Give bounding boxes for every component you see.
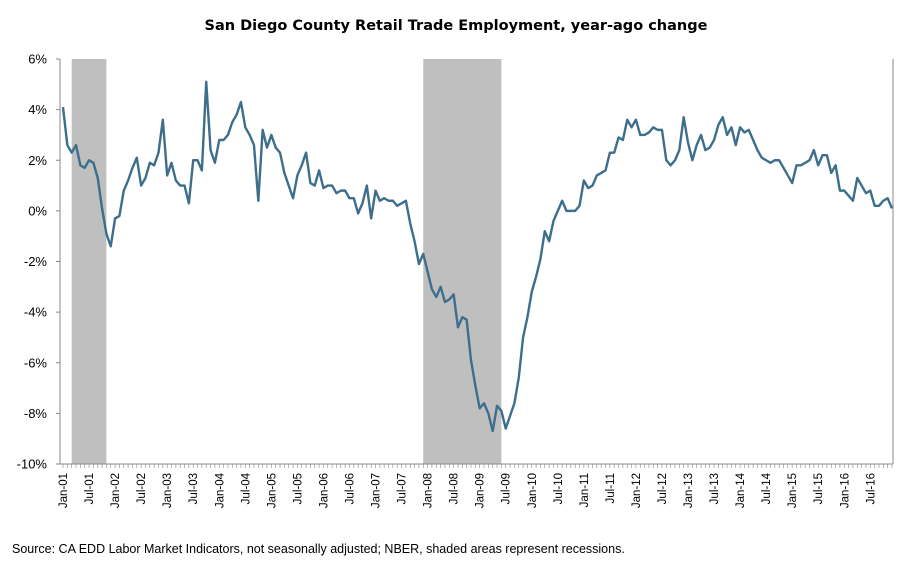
x-tick-label: Jan-09	[475, 473, 487, 508]
x-tick-label: Jan-12	[631, 473, 643, 508]
source-note: Source: CA EDD Labor Market Indicators, …	[12, 542, 625, 556]
x-tick-label: Jul-02	[136, 473, 148, 504]
y-tick-label: -2%	[24, 254, 48, 269]
x-tick-label: Jan-01	[58, 473, 70, 508]
x-tick-label: Jul-13	[709, 473, 721, 504]
series-line-1	[61, 80, 894, 433]
x-axis-ticks: Jan-01 Jul-01 Jan-02 Jul-02 Jan-03 Jul-03 Jan-…	[58, 464, 893, 508]
x-tick-label: Jan-05	[266, 473, 278, 508]
line-layer	[61, 80, 894, 433]
x-tick-label: Jul-15	[813, 473, 825, 504]
x-tick-label: Jul-03	[188, 473, 200, 504]
x-tick-label: Jul-04	[240, 472, 252, 504]
x-tick-label: Jul-12	[657, 473, 669, 504]
y-tick-label: 4%	[28, 102, 47, 117]
x-tick-label: Jan-14	[735, 472, 747, 508]
x-tick-label: Jul-14	[761, 472, 773, 504]
x-tick-label: Jul-07	[397, 473, 409, 504]
x-tick-label: Jan-10	[527, 473, 539, 508]
recession-band-2	[423, 59, 502, 464]
y-tick-label: 2%	[28, 153, 47, 168]
x-tick-label: Jul-09	[501, 473, 513, 504]
recession-layer	[71, 59, 502, 464]
x-tick-label: Jul-05	[292, 473, 304, 504]
x-tick-label: Jul-10	[553, 473, 565, 504]
x-tick-label: Jul-01	[84, 473, 96, 504]
x-tick-label: Jul-06	[344, 473, 356, 504]
x-tick-label: Jan-04	[214, 472, 226, 508]
x-tick-label: Jul-11	[605, 473, 617, 503]
x-tick-label: Jan-08	[423, 473, 435, 508]
x-tick-label: Jan-06	[318, 473, 330, 508]
y-tick-label: 0%	[28, 203, 47, 218]
x-tick-label: Jan-07	[371, 473, 383, 508]
y-tick-label: 6%	[28, 52, 47, 67]
y-tick-label: -10%	[17, 457, 48, 472]
x-tick-label: Jan-15	[787, 473, 799, 508]
x-tick-label: Jan-02	[110, 473, 122, 508]
x-tick-label: Jan-11	[579, 473, 591, 507]
y-axis-ticks: 6% 4% 2% 0% -2% -4% -6% -8% -10%	[17, 52, 60, 472]
y-tick-label: -8%	[24, 406, 48, 421]
y-tick-label: -6%	[24, 355, 48, 370]
x-tick-label: Jan-13	[683, 473, 695, 508]
recession-band-1	[71, 59, 107, 464]
x-tick-label: Jan-16	[839, 473, 851, 508]
x-tick-label: Jul-16	[865, 473, 877, 504]
chart-title: San Diego County Retail Trade Employment…	[205, 18, 708, 34]
y-tick-label: -4%	[24, 305, 48, 320]
x-tick-label: Jul-08	[449, 473, 461, 504]
x-tick-label: Jan-03	[162, 473, 174, 508]
